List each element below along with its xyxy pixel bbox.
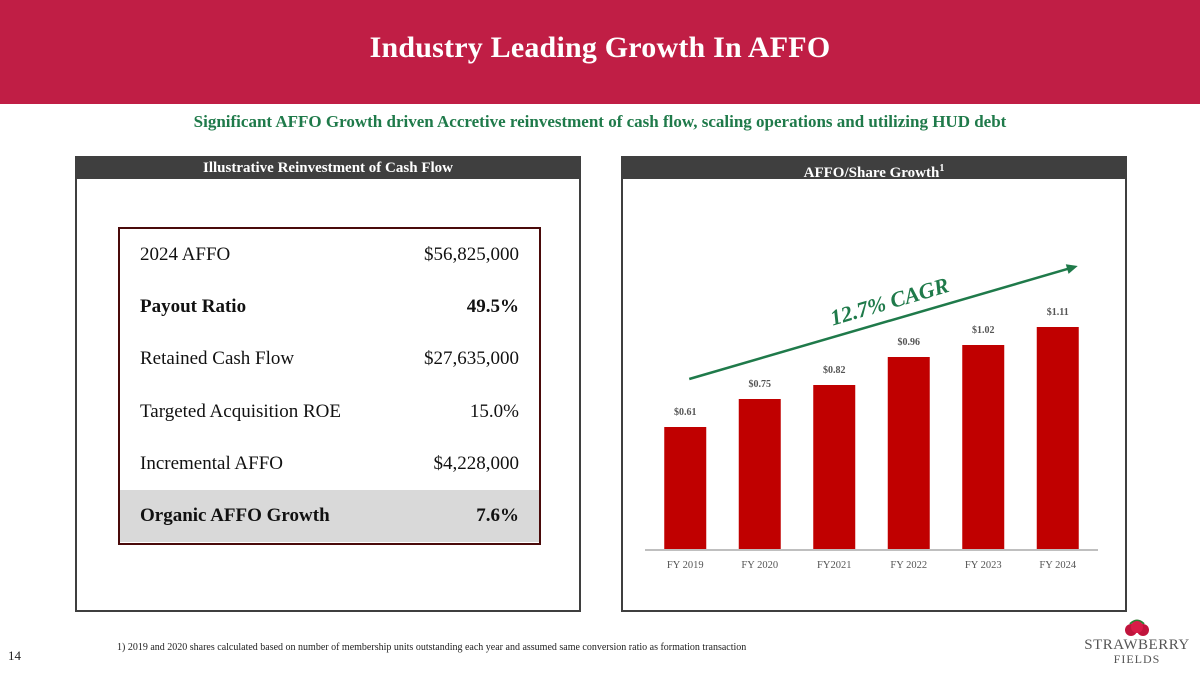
strawberry-icon xyxy=(1125,619,1149,636)
metric-label: Targeted Acquisition ROE xyxy=(140,400,341,422)
metric-value: $27,635,000 xyxy=(424,348,519,370)
x-tick-label: FY2021 xyxy=(817,560,851,571)
metric-label: Retained Cash Flow xyxy=(140,348,295,370)
data-label: $0.61 xyxy=(674,407,697,418)
bar xyxy=(1036,327,1079,549)
logo-line-1: STRAWBERRY xyxy=(1084,637,1190,653)
data-label: $0.75 xyxy=(749,379,772,390)
company-logo: STRAWBERRY FIELDS xyxy=(1082,618,1192,670)
header-banner: Industry Leading Growth In AFFO xyxy=(0,0,1200,104)
affo-growth-panel-title: AFFO/Share Growth1 xyxy=(623,158,1125,181)
data-label: $1.02 xyxy=(972,325,995,336)
metric-value: $4,228,000 xyxy=(433,452,520,474)
footnote: 1) 2019 and 2020 shares calculated based… xyxy=(117,642,747,653)
metric-row: Payout Ratio 49.5% xyxy=(120,281,539,333)
affo-bar-chart: $0.61 FY 2019 $0.75 FY 2020 $0.82 FY2021 $0.96… xyxy=(645,264,1098,571)
reinvestment-panel: Illustrative Reinvestment of Cash Flow 2… xyxy=(75,156,581,612)
metric-row: Incremental AFFO $4,228,000 xyxy=(120,438,539,490)
metric-value: 7.6% xyxy=(476,505,519,527)
reinvestment-panel-title: Illustrative Reinvestment of Cash Flow xyxy=(77,158,579,179)
metric-label: Organic AFFO Growth xyxy=(140,505,330,527)
metric-value: 15.0% xyxy=(469,400,519,422)
metric-label: Payout Ratio xyxy=(140,296,247,318)
x-tick-label: FY 2024 xyxy=(1039,560,1076,571)
metric-row: Retained Cash Flow $27,635,000 xyxy=(120,333,539,385)
data-label: $0.82 xyxy=(823,365,846,376)
bar xyxy=(887,357,930,549)
metric-label: Incremental AFFO xyxy=(140,452,284,474)
logo-line-2: FIELDS xyxy=(1113,652,1161,666)
page-title: Industry Leading Growth In AFFO xyxy=(369,31,831,64)
metrics-table: 2024 AFFO $56,825,000 Payout Ratio 49.5%… xyxy=(118,227,541,545)
subtitle: Significant AFFO Growth driven Accretive… xyxy=(193,112,1007,131)
bar xyxy=(738,399,781,549)
x-tick-label: FY 2022 xyxy=(890,560,927,571)
metric-row-highlight: Organic AFFO Growth 7.6% xyxy=(120,489,539,543)
metric-value: $56,825,000 xyxy=(424,244,519,266)
footnote-marker: 1 xyxy=(939,163,945,174)
x-tick-label: FY 2019 xyxy=(667,560,704,571)
bar xyxy=(664,427,707,549)
metric-value: 49.5% xyxy=(466,296,519,318)
metric-label: 2024 AFFO xyxy=(140,244,231,266)
page-number: 14 xyxy=(8,648,21,663)
cagr-arrow-head xyxy=(1065,264,1078,274)
bar xyxy=(962,345,1005,549)
x-tick-label: FY 2023 xyxy=(965,560,1002,571)
x-tick-label: FY 2020 xyxy=(741,560,778,571)
metric-row: 2024 AFFO $56,825,000 xyxy=(120,229,539,281)
bar xyxy=(813,385,856,549)
data-label: $0.96 xyxy=(898,337,921,348)
data-label: $1.11 xyxy=(1047,307,1069,318)
cagr-arrow-line xyxy=(688,267,1071,381)
panel-title-text: AFFO/Share Growth xyxy=(803,165,940,181)
metric-row: Targeted Acquisition ROE 15.0% xyxy=(120,386,539,438)
affo-growth-panel: AFFO/Share Growth1 $0.61 FY 2019 $0.75 FY 2… xyxy=(621,156,1127,612)
